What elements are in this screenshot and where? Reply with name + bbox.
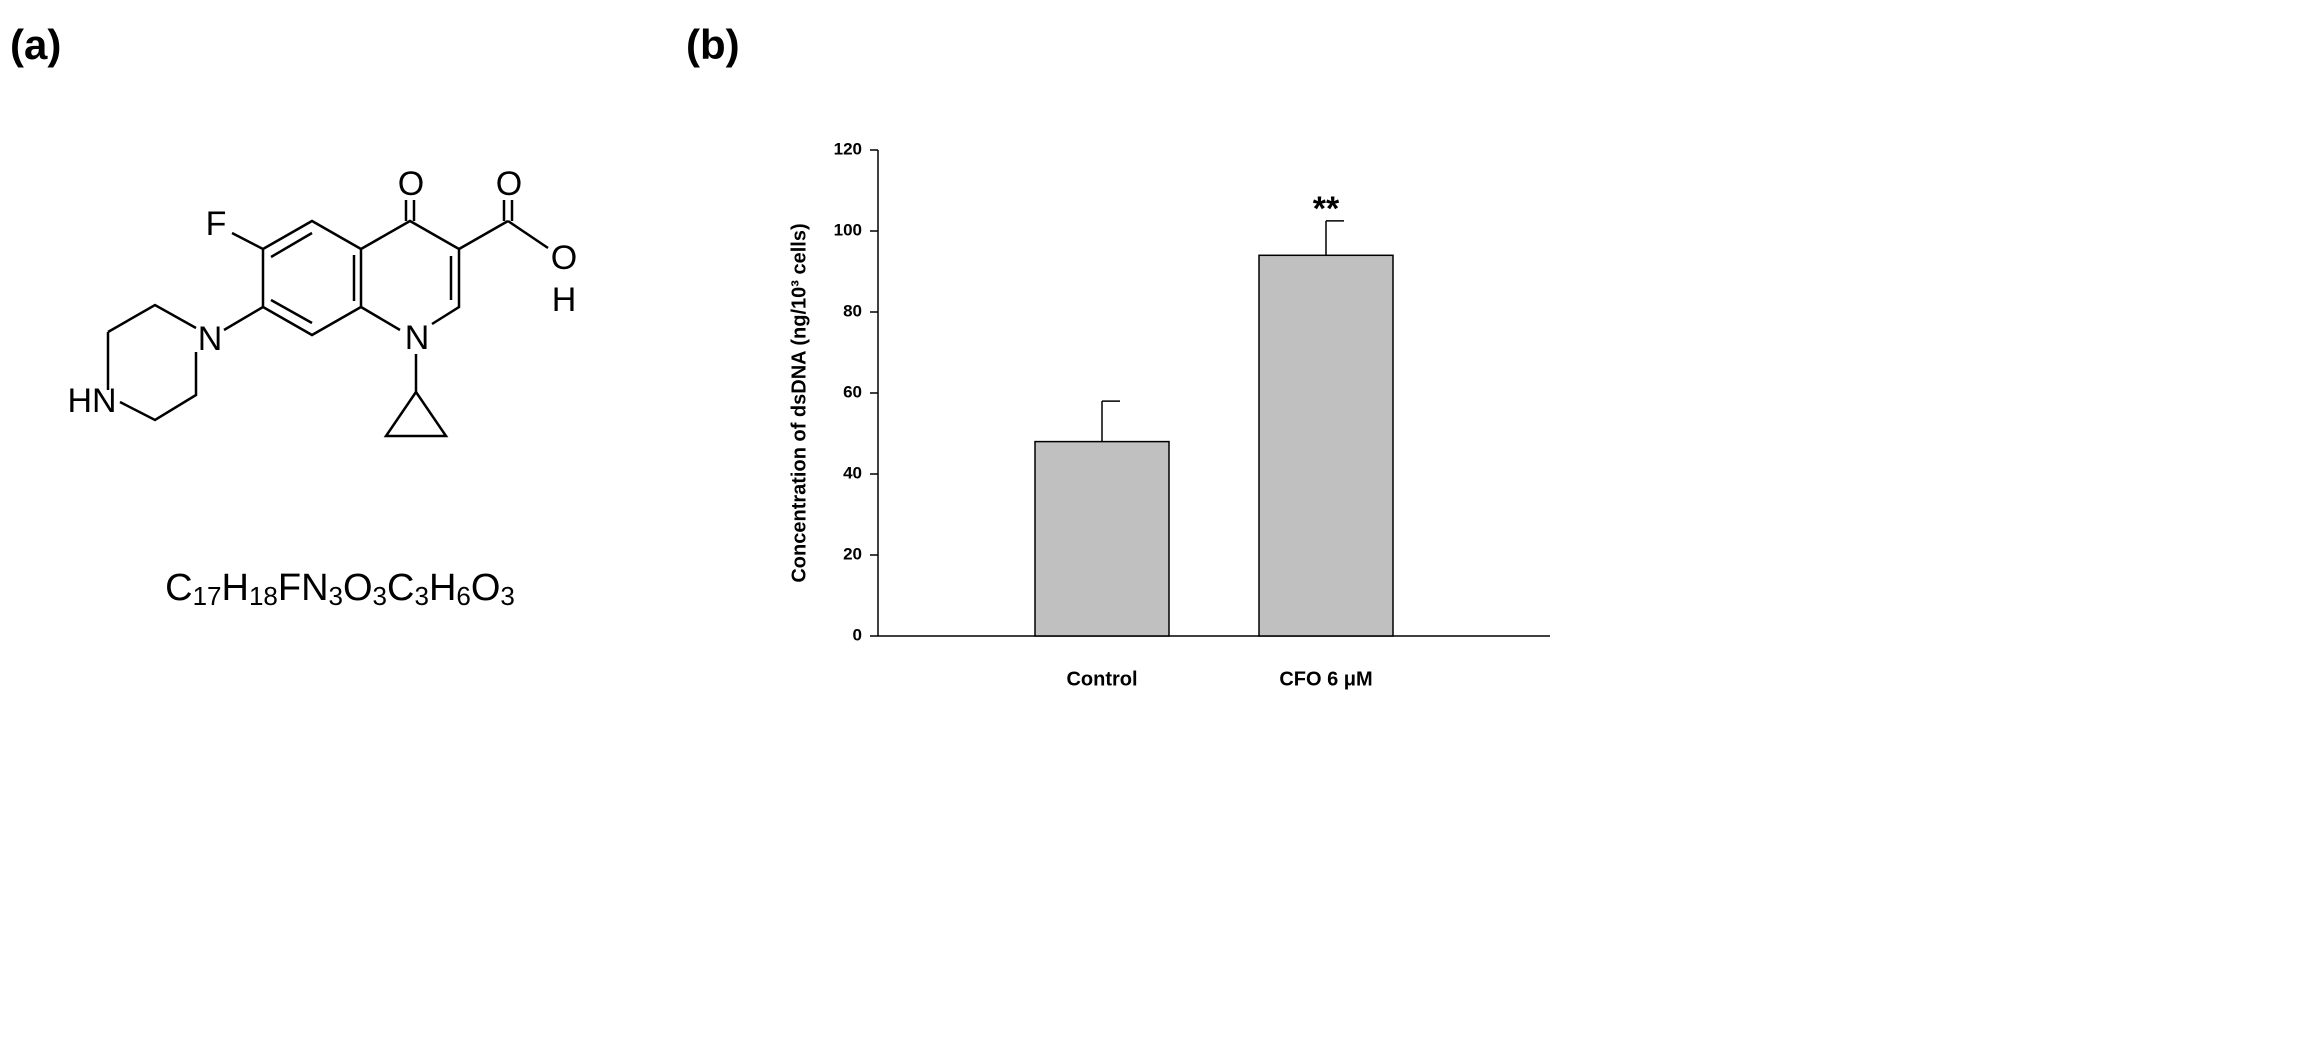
y-tick-label: 120 <box>834 139 862 158</box>
atom-label: F <box>206 205 227 243</box>
formula-subscript: 3 <box>414 581 428 611</box>
bar <box>1258 254 1394 637</box>
y-tick-label: 0 <box>853 625 862 644</box>
atom-label: HN <box>67 382 116 420</box>
y-tick-label: 60 <box>843 382 862 401</box>
panel-label: (b) <box>686 21 740 68</box>
formula-element: H <box>429 567 456 609</box>
molecule: F O O O H N N HN <box>67 165 577 438</box>
atom-label: H <box>552 281 577 319</box>
y-axis-label: Concentration of dsDNA (ng/10³ cells) <box>788 223 810 582</box>
formula-subscript: 18 <box>249 581 278 611</box>
atom-label: O <box>496 165 522 203</box>
formula-subscript: 17 <box>193 581 222 611</box>
atom-label: O <box>551 239 577 277</box>
formula-element: H <box>221 567 248 609</box>
formula-subscript: 3 <box>500 581 514 611</box>
y-tick-label: 20 <box>843 544 862 563</box>
formula-element: C <box>165 567 192 609</box>
formula-subscript: 6 <box>456 581 470 611</box>
y-tick-label: 100 <box>834 220 862 239</box>
bar <box>1034 440 1170 637</box>
panel-label: (a) <box>10 21 61 68</box>
y-tick-label: 40 <box>843 463 862 482</box>
formula-element: O <box>471 567 501 609</box>
formula: C17H18FN3O3C3H6O3 <box>165 567 515 611</box>
formula-element: FN <box>278 567 329 609</box>
y-tick-label: 80 <box>843 301 862 320</box>
formula-element: C <box>387 567 414 609</box>
formula-element: O <box>343 567 373 609</box>
x-tick-label: CFO 6 μM <box>1279 668 1372 690</box>
atom-label: O <box>398 165 424 203</box>
x-tick-label: Control <box>1066 668 1137 690</box>
atom-label: N <box>198 320 223 358</box>
atom-label: N <box>405 319 430 357</box>
formula-subscript: 3 <box>329 581 343 611</box>
formula-subscript: 3 <box>373 581 387 611</box>
significance-mark: ** <box>1313 190 1340 228</box>
